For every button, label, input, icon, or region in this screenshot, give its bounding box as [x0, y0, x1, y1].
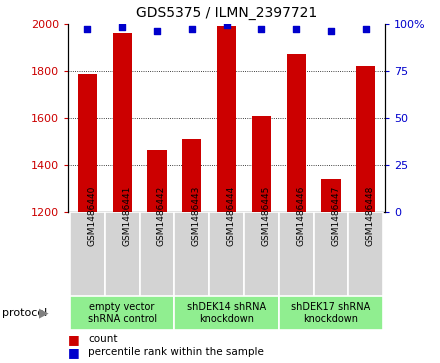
Bar [244, 212, 279, 296]
Bar [78, 74, 97, 212]
Bar [252, 115, 271, 212]
Bar [322, 179, 341, 212]
Point [223, 23, 230, 28]
Point [327, 28, 334, 34]
Text: shDEK17 shRNA
knockdown: shDEK17 shRNA knockdown [291, 302, 370, 324]
Bar [209, 212, 244, 296]
Text: percentile rank within the sample: percentile rank within the sample [88, 347, 264, 357]
Bar [70, 296, 174, 330]
Point [293, 26, 300, 32]
Point [154, 28, 161, 34]
Text: protocol: protocol [2, 308, 48, 318]
Text: ■: ■ [68, 333, 80, 346]
Bar [105, 212, 139, 296]
Bar [356, 66, 375, 212]
Text: GSM1486446: GSM1486446 [296, 185, 305, 246]
Text: GSM1486441: GSM1486441 [122, 185, 131, 246]
Bar [70, 212, 105, 296]
Bar [182, 139, 202, 212]
Bar [174, 212, 209, 296]
Title: GDS5375 / ILMN_2397721: GDS5375 / ILMN_2397721 [136, 6, 317, 20]
Point [188, 26, 195, 32]
Bar [113, 33, 132, 212]
Text: count: count [88, 334, 117, 344]
Text: shDEK14 shRNA
knockdown: shDEK14 shRNA knockdown [187, 302, 266, 324]
Bar [217, 26, 236, 212]
Bar [314, 212, 348, 296]
Bar [279, 296, 383, 330]
Point [258, 26, 265, 32]
Text: ■: ■ [68, 346, 80, 359]
Bar [139, 212, 174, 296]
Text: GSM1486445: GSM1486445 [261, 185, 271, 246]
Text: empty vector
shRNA control: empty vector shRNA control [88, 302, 157, 324]
Text: GSM1486447: GSM1486447 [331, 185, 340, 246]
Bar [286, 54, 306, 212]
Point [84, 26, 91, 32]
Bar [147, 150, 167, 212]
Bar [279, 212, 314, 296]
Bar [348, 212, 383, 296]
Text: GSM1486448: GSM1486448 [366, 185, 375, 246]
Text: GSM1486444: GSM1486444 [227, 185, 235, 246]
Text: GSM1486443: GSM1486443 [192, 185, 201, 246]
Point [119, 24, 126, 30]
Text: GSM1486442: GSM1486442 [157, 185, 166, 246]
Text: ▶: ▶ [39, 307, 49, 319]
Text: GSM1486440: GSM1486440 [88, 185, 96, 246]
Point [362, 26, 369, 32]
Bar [174, 296, 279, 330]
